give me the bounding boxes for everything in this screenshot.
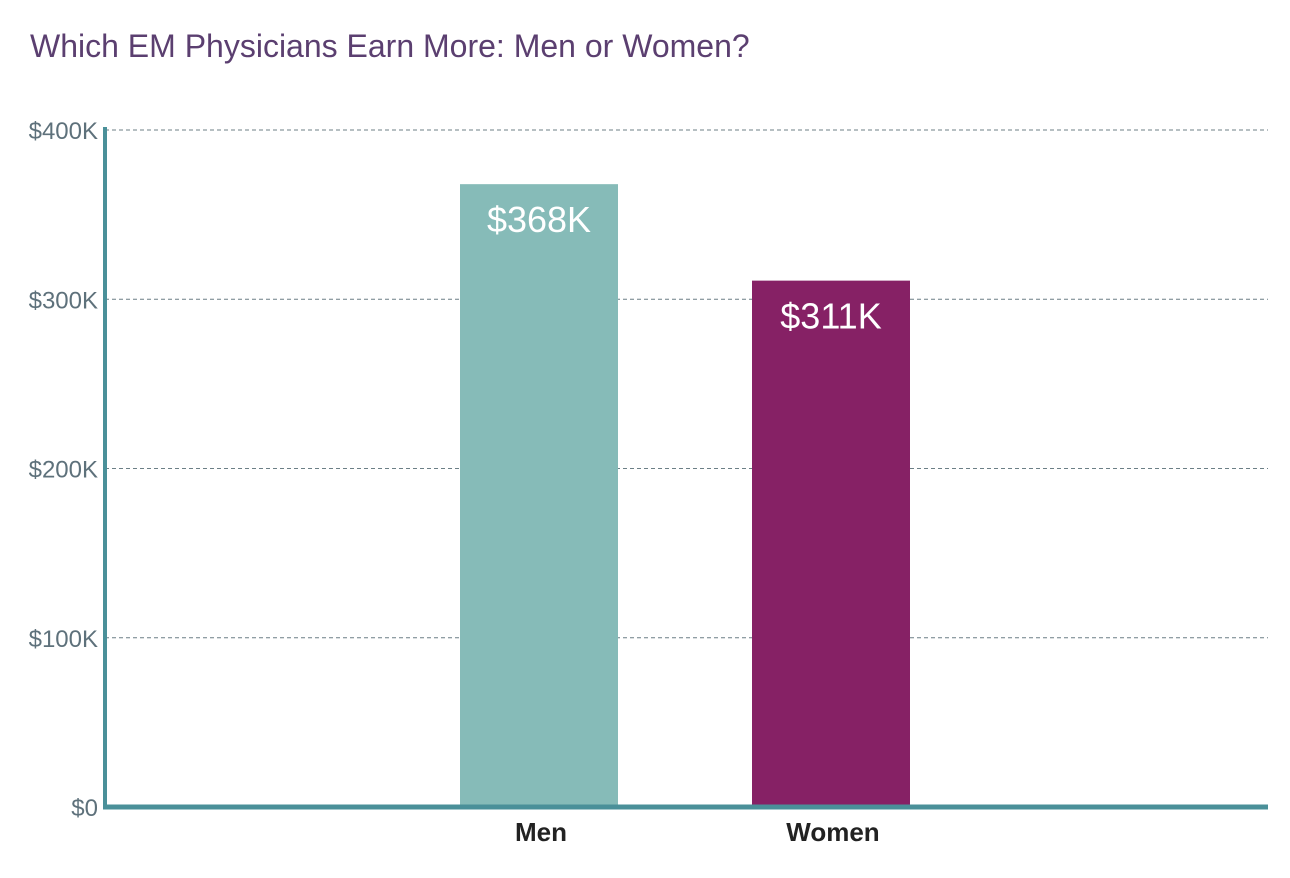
chart-title: Which EM Physicians Earn More: Men or Wo… (30, 28, 750, 64)
y-tick-label: $300K (29, 287, 98, 314)
y-tick-label: $100K (29, 626, 98, 653)
data-label: $368K (487, 199, 591, 240)
y-tick-label: $400K (29, 118, 98, 145)
bar-women (752, 280, 910, 807)
x-category-label: Women (786, 817, 879, 847)
y-tick-label: $200K (29, 457, 98, 484)
x-category-label: Men (515, 817, 567, 847)
bar-men (460, 184, 618, 807)
y-tick-label: $0 (71, 795, 98, 822)
data-label: $311K (780, 296, 881, 337)
